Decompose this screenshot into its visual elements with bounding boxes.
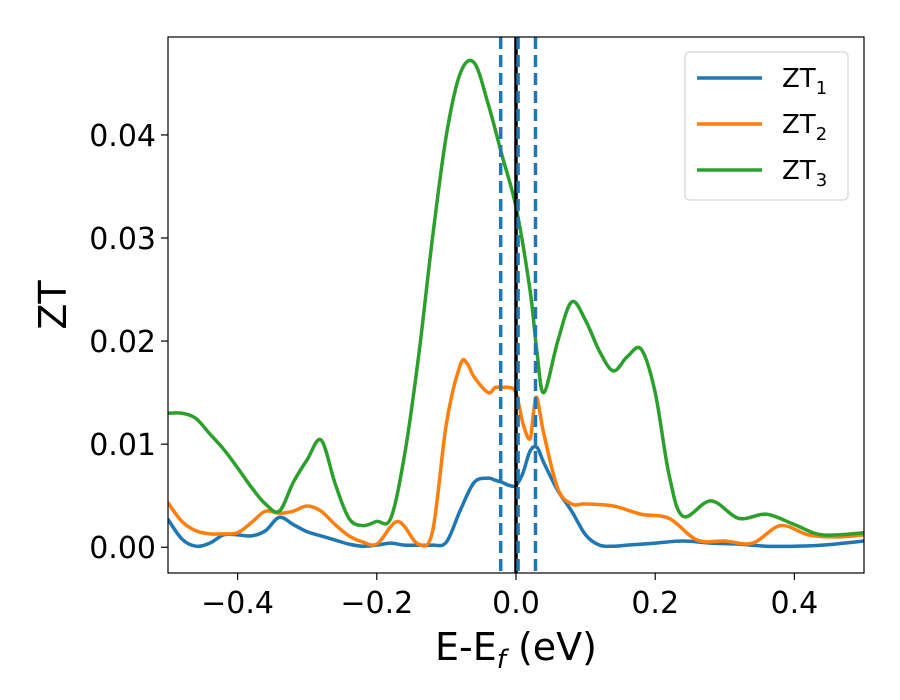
legend-label-sub: 3 [816, 170, 827, 191]
legend-label: ZT2 [782, 110, 827, 145]
y-tick-label: 0.00 [89, 531, 156, 566]
series-line-zt3 [168, 58, 864, 537]
series-line-zt1 [168, 444, 864, 549]
x-tick-label: −0.4 [201, 586, 274, 621]
x-axis: −0.4 −0.2 0.0 0.2 0.4 [201, 573, 818, 621]
x-tick-label: 0.0 [492, 586, 540, 621]
y-tick-label: 0.03 [89, 222, 156, 257]
legend-label: ZT1 [782, 64, 827, 99]
legend-label: ZT3 [782, 156, 827, 191]
legend-box [684, 51, 849, 201]
y-axis-title: ZT [31, 280, 75, 330]
legend-label-main: ZT [782, 64, 816, 94]
legend-label-main: ZT [782, 156, 816, 186]
legend-label-sub: 2 [816, 124, 827, 145]
x-tick-label: 0.2 [631, 586, 679, 621]
y-axis: 0.00 0.01 0.02 0.03 0.04 [89, 119, 168, 566]
legend-label-main: ZT [782, 110, 816, 140]
legend-label-sub: 1 [816, 78, 827, 99]
y-tick-label: 0.02 [89, 325, 156, 360]
x-tick-label: 0.4 [771, 586, 819, 621]
series-layer [168, 58, 864, 549]
x-axis-title: E-Ef (eV) [435, 625, 597, 675]
y-tick-label: 0.04 [89, 119, 156, 154]
x-axis-title-unit: (eV) [506, 625, 597, 669]
reference-lines [498, 37, 538, 573]
x-tick-label: −0.2 [340, 586, 413, 621]
x-axis-title-main: E-E [435, 625, 497, 669]
y-tick-label: 0.01 [89, 428, 156, 463]
